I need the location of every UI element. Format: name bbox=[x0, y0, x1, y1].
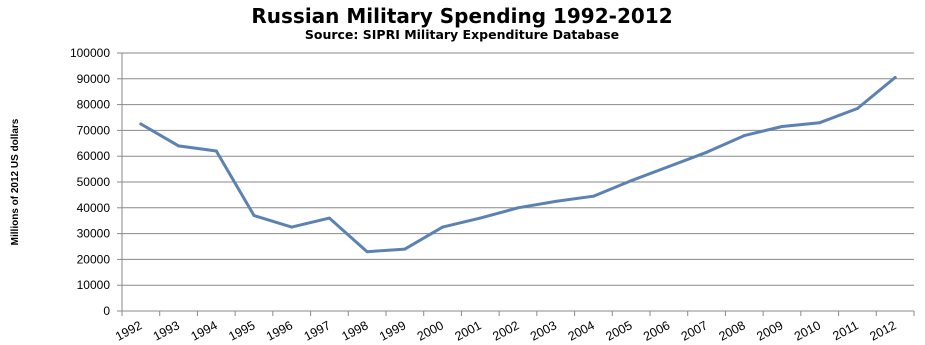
data-point bbox=[516, 206, 520, 210]
y-tick-label: 0 bbox=[103, 304, 110, 318]
data-point bbox=[591, 194, 595, 198]
x-tick-label: 2007 bbox=[679, 318, 710, 343]
data-point bbox=[290, 225, 294, 229]
x-tick-label: 2001 bbox=[453, 318, 484, 343]
x-tick-label: 1999 bbox=[377, 318, 408, 343]
data-point bbox=[478, 216, 482, 220]
data-point bbox=[855, 106, 859, 110]
data-point bbox=[705, 150, 709, 154]
data-point bbox=[403, 247, 407, 251]
y-tick-label: 60000 bbox=[77, 149, 111, 163]
series-layer bbox=[139, 76, 897, 254]
data-point bbox=[327, 216, 331, 220]
chart-subtitle: Source: SIPRI Military Expenditure Datab… bbox=[305, 27, 619, 42]
data-point bbox=[893, 76, 897, 80]
x-tick-label: 2006 bbox=[641, 318, 672, 343]
y-axis-label: Millions of 2012 US dollars bbox=[10, 118, 21, 245]
x-tick-label: 1995 bbox=[226, 318, 257, 343]
axes bbox=[121, 53, 914, 312]
x-tick-label: 1992 bbox=[113, 318, 144, 343]
x-tick-label: 2011 bbox=[831, 318, 861, 343]
data-point bbox=[252, 214, 256, 218]
x-tick-label: 2002 bbox=[490, 318, 521, 343]
x-tick-label: 1997 bbox=[302, 318, 333, 343]
y-axis-ticks: 0 10000 20000 30000 40000 50000 60000 70000 8000… bbox=[70, 46, 122, 318]
x-tick-label: 1996 bbox=[264, 318, 295, 343]
x-tick-label: 2009 bbox=[754, 318, 785, 343]
x-tick-label: 2010 bbox=[792, 318, 823, 343]
series-line bbox=[139, 76, 897, 254]
y-tick-label: 30000 bbox=[77, 227, 111, 241]
x-tick-label: 1993 bbox=[151, 318, 182, 343]
data-point bbox=[818, 121, 822, 125]
x-tick-label: 1994 bbox=[189, 318, 220, 343]
x-tick-label: 2008 bbox=[717, 318, 748, 343]
data-point bbox=[365, 250, 369, 254]
y-tick-label: 90000 bbox=[77, 72, 111, 86]
x-tick-label: 2012 bbox=[867, 318, 898, 343]
data-point bbox=[629, 179, 633, 183]
y-tick-label: 70000 bbox=[77, 123, 111, 137]
data-point bbox=[667, 165, 671, 169]
x-tick-label: 2004 bbox=[566, 318, 597, 343]
x-tick-label: 2000 bbox=[415, 318, 446, 343]
data-point bbox=[742, 134, 746, 138]
data-point bbox=[214, 149, 218, 153]
x-tick-label: 2005 bbox=[603, 318, 634, 343]
chart-title: Russian Military Spending 1992-2012 bbox=[251, 4, 672, 28]
x-axis-ticks: 1992 1993 1994 1995 1996 1997 1998 1999 2000 2001… bbox=[113, 311, 915, 344]
gridlines bbox=[122, 52, 914, 286]
x-tick-label: 2003 bbox=[528, 318, 559, 343]
y-tick-label: 50000 bbox=[77, 175, 111, 189]
data-point bbox=[554, 199, 558, 203]
y-tick-label: 100000 bbox=[70, 46, 110, 60]
y-tick-label: 40000 bbox=[77, 201, 111, 215]
x-tick-label: 1998 bbox=[339, 318, 370, 343]
data-point bbox=[780, 125, 784, 129]
y-tick-label: 10000 bbox=[77, 278, 111, 292]
data-point bbox=[177, 144, 181, 148]
y-tick-label: 80000 bbox=[77, 98, 111, 112]
data-point bbox=[441, 225, 445, 229]
y-tick-label: 20000 bbox=[77, 252, 111, 266]
data-point bbox=[139, 122, 143, 126]
